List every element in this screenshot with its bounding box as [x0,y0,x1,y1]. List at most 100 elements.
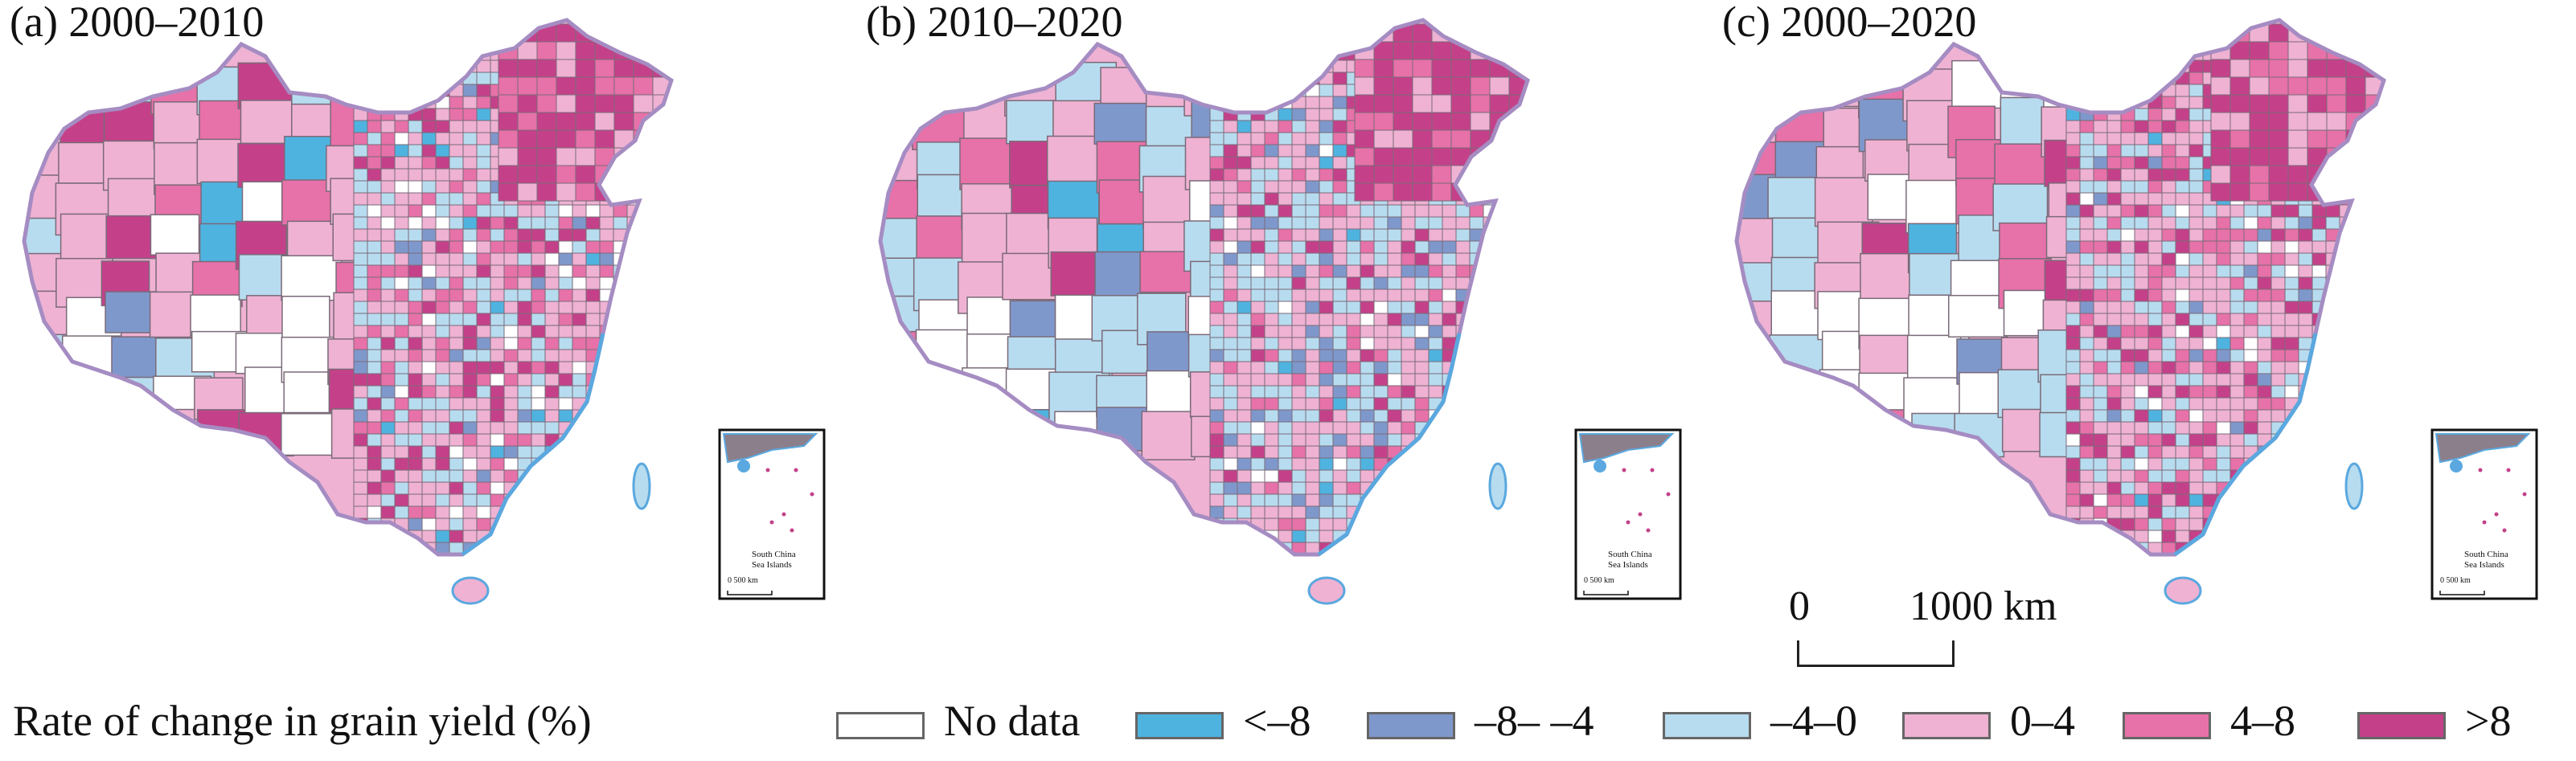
county-cell [2257,385,2272,399]
county-cell [2325,469,2340,483]
county-cell [367,385,382,399]
county-cell [2339,349,2354,362]
county-cell [1223,228,1238,242]
county-cell [421,264,437,278]
county-cell [585,493,601,507]
county-cell [1442,409,1457,423]
county-cell [2161,530,2176,543]
county-cell [640,385,655,399]
inset-label-line2: Sea Islands [1608,560,1648,570]
county-cell [476,264,491,278]
county-cell [462,264,478,278]
county-cell [1373,59,1394,78]
county-cell [1428,325,1443,338]
county-cell [1278,276,1293,290]
county-cell [380,469,396,483]
county-cell [503,240,519,254]
county-cell [1291,59,1306,73]
county-cell [1360,23,1375,37]
county-cell [490,228,505,242]
county-cell [654,47,669,61]
county-cell [599,23,614,37]
county-cell [2298,264,2313,278]
county-cell [408,433,423,447]
county-cell [2270,457,2286,471]
county-cell [1250,313,1265,326]
county-cell [531,530,546,543]
county-cell [2175,240,2190,254]
county-cell [2188,421,2204,435]
county-cell [2380,542,2384,554]
county-cell [2202,469,2217,483]
county-cell [1524,144,1528,158]
county-cell [449,361,464,374]
county-cell [421,421,437,435]
county-cell [1223,192,1238,206]
county-cell [640,361,655,374]
county-cell [1209,530,1224,543]
county-cell [1510,530,1525,543]
county-cell [1510,518,1525,531]
county-cell [2134,421,2149,435]
county-cell [1305,518,1320,531]
county-cell [1223,385,1238,399]
county-cell [1305,337,1320,350]
county-cell [2268,112,2289,131]
county-cell [2311,445,2327,459]
county-cell [1455,530,1471,543]
county-cell [2216,301,2231,314]
county-cell [572,445,587,459]
county-cell [1223,349,1238,362]
county-cell [1264,276,1279,290]
county-cell [2229,349,2245,362]
county-cell [654,216,669,230]
county-cell [394,228,409,242]
county-cell [572,216,587,230]
county-cell [353,84,368,97]
county-cell [667,518,671,531]
county-cell [1401,216,1416,230]
county-cell [2366,47,2381,61]
county-cell [575,41,596,60]
county-cell [2284,493,2299,507]
county-cell [2065,59,2081,73]
county-cell [2284,505,2299,519]
county-cell [1250,542,1265,554]
county-cell [1250,288,1265,302]
county-cell [667,264,671,278]
county-cell [435,373,450,387]
county-cell [476,361,491,374]
county-cell [1346,264,1361,278]
county-cell [1305,23,1320,37]
county-cell [2202,421,2217,435]
county-cell [353,505,368,519]
county-cell [1305,457,1320,471]
county-cell [2385,113,2404,130]
county-cell [367,301,382,314]
county-cell [1388,554,1401,567]
county-cell [2216,385,2231,399]
county-cell [1250,493,1265,507]
county-cell [503,276,519,290]
county-cell [1237,361,1252,374]
county-cell [2161,349,2176,362]
county-cell [1332,409,1347,423]
county-cell [476,445,491,459]
county-cell [1223,313,1238,326]
county-cell [626,240,642,254]
county-cell [640,216,655,230]
county-cell [2381,554,2394,567]
county-cell [1209,397,1224,411]
county-cell [435,457,450,471]
county-cell [626,276,642,290]
county-cell [640,313,655,326]
county-cell [517,94,538,113]
county-cell [1237,96,1252,109]
county-cell [1496,361,1512,374]
county-cell [2202,433,2217,447]
region-cell [880,415,931,468]
county-cell [380,35,396,49]
county-cell [667,192,671,206]
county-cell [2229,542,2245,554]
county-cell [2367,554,2381,567]
